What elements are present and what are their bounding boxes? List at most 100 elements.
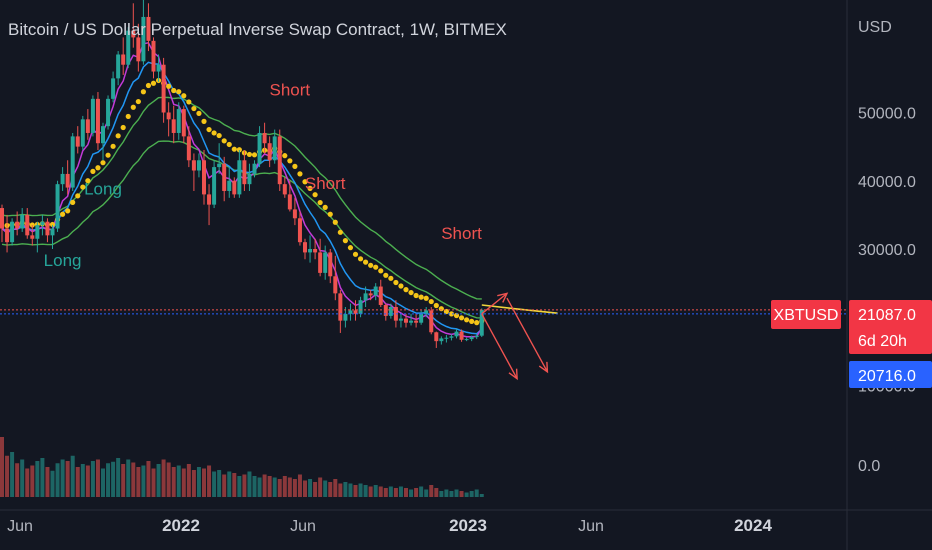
chart-title: Bitcoin / US Dollar Perpetual Inverse Sw…: [8, 20, 507, 39]
sma-dot: [171, 87, 177, 94]
candle-body: [0, 208, 4, 229]
sma-dot: [95, 165, 101, 171]
volume-bar: [95, 459, 100, 497]
candle-body: [459, 331, 464, 340]
volume-bar: [313, 482, 318, 497]
ma-blue: [1, 61, 483, 335]
sma-dot: [105, 152, 111, 158]
sma-dot: [448, 311, 455, 317]
volume-bar: [45, 467, 50, 497]
candle-body: [207, 194, 212, 205]
candle-body: [146, 16, 151, 41]
sma-dot: [100, 160, 106, 166]
sma-dot: [191, 105, 197, 112]
sma-dot: [347, 245, 354, 251]
volume-bar: [378, 486, 383, 497]
candle-body: [292, 209, 297, 219]
signal-label-long: Long: [84, 179, 122, 198]
forecast-line: [481, 304, 558, 314]
volume-bar: [474, 489, 479, 497]
volume-bar: [35, 461, 40, 497]
sma-dot: [342, 238, 348, 244]
volume-bar: [237, 476, 242, 497]
sma-dot: [403, 287, 409, 293]
volume-bar: [242, 474, 247, 497]
candle-body: [257, 132, 262, 164]
volume-bar: [277, 479, 282, 497]
sma-dot: [211, 130, 217, 136]
arrow-head: [538, 361, 549, 374]
volume-bar: [176, 465, 181, 497]
candle-body: [323, 252, 328, 273]
volume-bar: [353, 485, 358, 497]
candle-body: [30, 235, 35, 239]
volume-bar: [65, 461, 70, 497]
candle-body: [35, 225, 40, 239]
candle-body: [424, 310, 429, 314]
volume-bar: [449, 491, 454, 497]
sma-dot: [332, 219, 338, 225]
sma-dot: [378, 268, 384, 274]
candle-body: [363, 293, 368, 301]
candle-body: [141, 16, 146, 62]
candle-body: [90, 98, 95, 133]
candle-body: [227, 180, 232, 191]
sma-dot: [75, 193, 81, 199]
volume-bar: [212, 471, 217, 497]
sma-dot: [60, 211, 66, 217]
candle-body: [45, 221, 50, 236]
sma-dot: [90, 168, 96, 174]
candle-body: [116, 54, 121, 79]
sma-dot: [322, 204, 328, 210]
candle-body: [313, 249, 318, 253]
candle-body: [444, 337, 449, 339]
sma-dot: [29, 222, 35, 228]
candle-body: [439, 338, 444, 342]
volume-bar: [398, 486, 403, 497]
volume-bar: [328, 482, 333, 497]
volume-bar: [232, 473, 237, 497]
candle-body: [277, 136, 282, 185]
volume-bar: [247, 471, 252, 497]
candle-body: [25, 214, 30, 236]
candle-body: [40, 221, 45, 226]
volume-bar: [479, 494, 484, 497]
volume-bar: [414, 488, 419, 497]
candle-body: [126, 30, 131, 65]
candle-body: [338, 293, 343, 321]
candle-body: [429, 310, 434, 333]
candle-body: [454, 331, 459, 337]
sma-dot: [282, 153, 288, 159]
sma-dot: [135, 98, 141, 105]
x-tick-label: Jun: [578, 518, 604, 535]
candle-body: [10, 221, 15, 243]
sma-dot: [110, 143, 116, 149]
volume-bar: [393, 488, 398, 497]
sma-dot: [368, 262, 374, 268]
volume-bar: [85, 465, 90, 497]
x-tick-label: 2022: [162, 516, 200, 535]
y-tick-label: 30000.0: [858, 242, 916, 259]
candle-body: [95, 98, 100, 144]
moving-averages: [1, 41, 485, 338]
candle-body: [156, 64, 161, 72]
signal-label-short: Short: [305, 174, 346, 193]
candle-body: [237, 160, 242, 195]
sma-dot: [327, 211, 333, 217]
sma-dot: [287, 158, 293, 164]
candle-body: [308, 249, 313, 253]
candle-body: [318, 252, 323, 273]
volume-bar: [459, 491, 464, 497]
sma-dot: [464, 317, 470, 323]
last-price-tag: [849, 300, 932, 354]
sma-dot: [302, 179, 308, 185]
ma-green-upper: [1, 96, 482, 300]
sma-dot: [125, 113, 131, 120]
sma-dot: [201, 118, 207, 124]
sma-dot: [469, 318, 475, 324]
volume-bar: [161, 459, 166, 497]
symbol-tag: [771, 300, 841, 329]
volume-bar: [116, 458, 121, 497]
candle-body: [409, 320, 414, 323]
